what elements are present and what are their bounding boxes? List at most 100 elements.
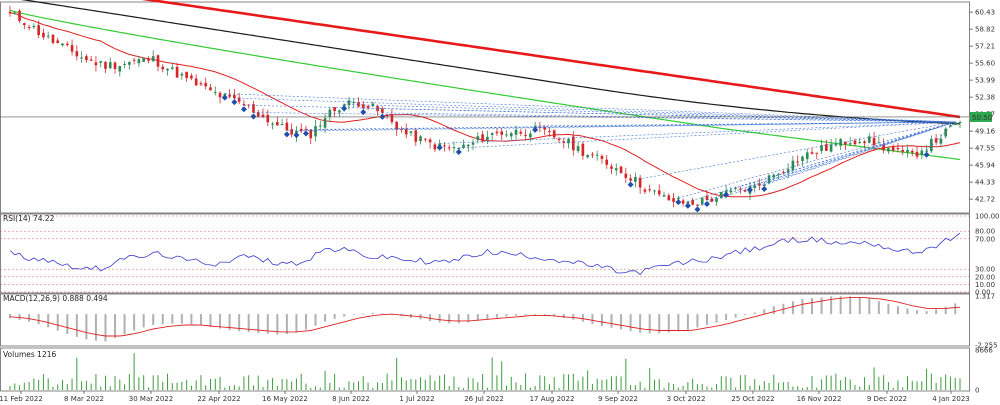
candle-body bbox=[314, 126, 317, 137]
candle-body bbox=[858, 141, 862, 143]
candle-body bbox=[719, 191, 723, 199]
candle-body bbox=[261, 114, 265, 117]
candle-body bbox=[595, 154, 599, 156]
macd-hist-bar bbox=[734, 314, 737, 318]
macd-hist-bar bbox=[887, 303, 890, 315]
pattern-marker-diamond bbox=[250, 113, 257, 120]
candle-body bbox=[199, 83, 203, 85]
macd-hist-bar bbox=[954, 303, 957, 315]
candle-body bbox=[543, 126, 546, 130]
candle-body bbox=[786, 169, 790, 173]
price-tick-label: 57.21 bbox=[975, 43, 995, 51]
candle-body bbox=[657, 190, 661, 195]
macd-hist-bar bbox=[114, 314, 117, 339]
candle-body bbox=[89, 59, 93, 61]
macd-hist-bar bbox=[916, 310, 919, 315]
candle-body bbox=[734, 187, 737, 189]
candle-body bbox=[147, 58, 150, 61]
candle-body bbox=[443, 145, 446, 147]
macd-tick-label: 1.317 bbox=[975, 293, 995, 301]
candle-body bbox=[643, 189, 647, 192]
macd-hist-bar bbox=[744, 314, 747, 316]
grid bbox=[0, 1, 970, 392]
candle-body bbox=[175, 66, 179, 78]
candle-body bbox=[218, 92, 222, 98]
x-tick-label: 22 Apr 2022 bbox=[197, 395, 240, 403]
candle-body bbox=[930, 138, 933, 152]
candle-body bbox=[466, 144, 470, 147]
candle-body bbox=[271, 123, 274, 125]
macd-hist-bar bbox=[448, 314, 451, 324]
pattern-link-line bbox=[363, 107, 956, 123]
macd-hist-bar bbox=[944, 306, 947, 315]
candle-body bbox=[557, 138, 561, 141]
macd-hist-bar bbox=[257, 314, 260, 333]
candle-body bbox=[156, 55, 160, 67]
rsi-tick-label: 10.00 bbox=[975, 281, 995, 289]
candle-body bbox=[233, 94, 236, 99]
candle-body bbox=[151, 56, 155, 62]
x-tick-label: 8 Jun 2022 bbox=[332, 395, 370, 403]
pattern-marker-diamond bbox=[341, 105, 348, 112]
macd-hist-bar bbox=[371, 312, 374, 315]
candle-body bbox=[571, 136, 575, 151]
candle-body bbox=[471, 142, 475, 145]
candle-body bbox=[777, 173, 780, 175]
macd-hist-bar bbox=[610, 314, 613, 328]
x-tick-label: 1 Jul 2022 bbox=[399, 395, 434, 403]
ma-red-short-line bbox=[9, 12, 961, 198]
rsi-panel bbox=[0, 215, 969, 293]
candle-body bbox=[132, 59, 136, 61]
candle-body bbox=[758, 183, 761, 186]
candle-body bbox=[37, 25, 40, 36]
price-tick-label: 58.82 bbox=[975, 26, 995, 34]
candle-body bbox=[681, 200, 685, 204]
pattern-marker-diamond bbox=[703, 201, 710, 208]
rsi-tick-label: 20.00 bbox=[975, 273, 995, 281]
candle-body bbox=[844, 141, 847, 145]
macd-hist-bar bbox=[352, 314, 355, 315]
candle-body bbox=[600, 156, 604, 159]
candle-body bbox=[409, 131, 413, 133]
pattern-marker-diamond bbox=[723, 191, 730, 198]
pattern-marker-diamond bbox=[231, 99, 238, 106]
candle-body bbox=[447, 147, 451, 149]
candle-body bbox=[128, 62, 131, 65]
macd-hist-bar bbox=[37, 314, 40, 325]
candle-body bbox=[32, 25, 36, 28]
candle-body bbox=[51, 34, 55, 43]
macd-hist-bar bbox=[56, 314, 59, 331]
candle-body bbox=[614, 168, 618, 171]
macd-hist-bar bbox=[524, 314, 527, 315]
candle-body bbox=[381, 108, 384, 113]
macd-hist-bar bbox=[505, 314, 508, 317]
macd-hist-bar bbox=[161, 314, 164, 325]
macd-hist-bar bbox=[104, 314, 107, 342]
price-tick-label: 47.55 bbox=[975, 145, 995, 153]
macd-hist-bar bbox=[295, 314, 298, 333]
candle-body bbox=[815, 152, 819, 154]
ma-black-line bbox=[20, 0, 961, 125]
candle-body bbox=[500, 131, 504, 135]
candle-body bbox=[495, 131, 499, 134]
volume-tick-label: 0 bbox=[975, 387, 979, 395]
price-tick-label: 45.94 bbox=[975, 162, 996, 170]
pattern-marker-diamond bbox=[684, 202, 691, 209]
macd-hist-bar bbox=[228, 314, 231, 331]
macd-tick-label: -2.255 bbox=[975, 342, 998, 350]
candle-body bbox=[85, 56, 88, 61]
candle-body bbox=[514, 129, 518, 135]
pattern-link-line bbox=[764, 121, 956, 186]
candle-body bbox=[357, 102, 360, 107]
macd-title: MACD(12,26,9) 0.888 0.494 bbox=[3, 294, 108, 303]
price-tick-label: 42.72 bbox=[975, 196, 995, 204]
candle-body bbox=[901, 149, 905, 152]
candle-body bbox=[686, 201, 690, 204]
macd-hist-bar bbox=[858, 297, 861, 315]
pattern-marker-diamond bbox=[455, 149, 462, 156]
rsi-tick-label: 70.00 bbox=[975, 235, 995, 243]
candle-body bbox=[662, 195, 666, 197]
macd-hist-bar bbox=[66, 314, 69, 334]
macd-signal-line bbox=[9, 297, 961, 337]
